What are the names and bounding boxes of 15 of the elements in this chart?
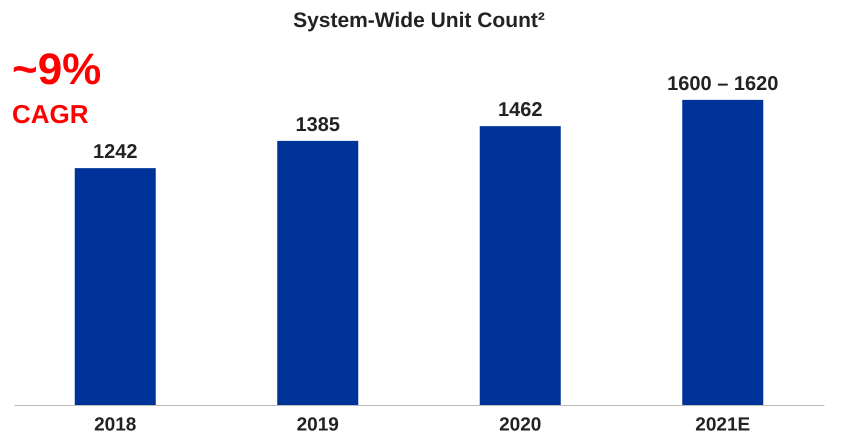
x-tick-label: 2021E bbox=[695, 414, 750, 436]
data-label: 1242 bbox=[93, 141, 138, 164]
bar bbox=[74, 168, 156, 405]
data-label: 1600 – 1620 bbox=[667, 72, 778, 95]
annotation: CAGR bbox=[12, 99, 89, 129]
x-tick-label: 2018 bbox=[94, 414, 136, 436]
x-tick-label: 2019 bbox=[296, 414, 339, 436]
bar bbox=[277, 140, 358, 405]
data-label: 1462 bbox=[498, 99, 542, 122]
bar bbox=[480, 126, 561, 405]
x-tick-label: 2020 bbox=[499, 414, 542, 436]
chart-title: System-Wide Unit Count² bbox=[293, 9, 545, 32]
text: ~9% bbox=[12, 45, 102, 94]
data-label: 1385 bbox=[296, 114, 340, 136]
bar bbox=[682, 100, 764, 405]
